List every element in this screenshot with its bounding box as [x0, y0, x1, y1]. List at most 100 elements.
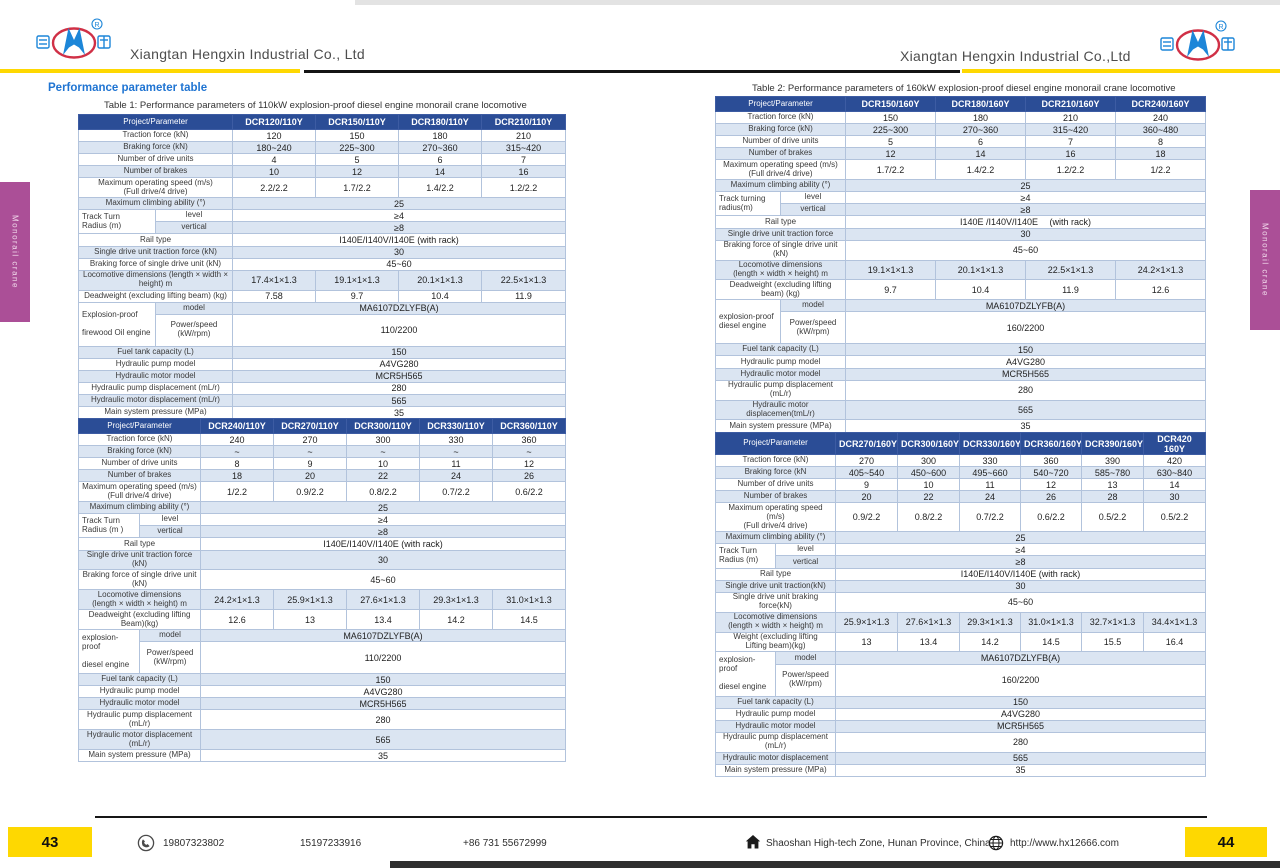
value-cell: 180~240	[232, 141, 316, 155]
param-label: Number of brakes	[715, 490, 836, 504]
value-cell: 29.3×1×1.3	[419, 589, 493, 611]
value-cell: ~	[492, 445, 566, 459]
sub-label: Power/speed (kW/rpm)	[155, 313, 233, 347]
table-row: Braking force of single drive unit (kN) 4…	[715, 239, 1206, 261]
value-cell: 210	[1025, 110, 1116, 125]
table-row: Hydraulic motor displacemen(tmL/r) 565	[715, 399, 1206, 421]
table-row: Maximum operating speed (m/s) (Full driv…	[715, 502, 1206, 533]
table-row: Maximum climbing ability (°) 25	[78, 501, 566, 515]
value-cell: 30	[835, 579, 1206, 593]
value-cell: 270	[835, 454, 898, 468]
param-label: Fuel tank capacity (L)	[715, 695, 836, 709]
value-cell: 240	[200, 432, 274, 447]
value-cell: 160/2200	[835, 663, 1206, 697]
value-cell: 540~720	[1020, 466, 1082, 480]
value-cell: 27.6×1×1.3	[897, 611, 960, 633]
value-cell: 12	[315, 165, 399, 179]
value-cell: 24	[419, 469, 493, 483]
sub-label: vertical	[775, 555, 836, 569]
side-tab-right: Monorail crane	[1250, 190, 1280, 330]
model-header: DCR360/160Y	[1020, 431, 1082, 456]
group-label: Explosion-proof firewood Oil engine	[78, 301, 156, 347]
value-cell: 24.2×1×1.3	[1115, 259, 1206, 281]
table-row: Hydraulic pump model A4VG280	[78, 357, 566, 371]
param-label: Deadweight (excluding lifting beam) (kg)	[715, 279, 846, 301]
sub-label: Power/speed (kW/rpm)	[139, 641, 201, 675]
table-row: vertical ≥8	[716, 555, 1206, 569]
value-cell: 300	[897, 454, 960, 468]
param-label: Fuel tank capacity (L)	[715, 343, 846, 357]
value-cell: 28	[1081, 490, 1144, 504]
table1-section2: Project/Parameter DCR240/110Y DCR270/110Y D…	[78, 418, 566, 763]
param-label: Weight (excluding lifting Lifting beam)(…	[715, 631, 836, 653]
table-row: vertical ≥8	[716, 203, 1206, 217]
website-link[interactable]: http://www.hx12666.com	[1010, 838, 1119, 849]
table-row: Maximum operating speed (m/s) (Full driv…	[78, 481, 566, 503]
model-header: DCR180/110Y	[398, 114, 482, 130]
param-label: Maximum climbing ability (°)	[78, 501, 201, 515]
value-cell: ≥8	[845, 203, 1206, 217]
value-cell: 300	[346, 432, 420, 447]
value-cell: 16	[481, 165, 566, 179]
table-row: Braking force (kN) 180~240 225~300 270~360 3…	[78, 141, 566, 155]
param-label: Number of brakes	[78, 165, 233, 179]
value-cell: 6	[398, 153, 482, 167]
param-label: Maximum climbing ability (°)	[715, 179, 846, 193]
value-cell: ≥8	[232, 221, 566, 235]
value-cell: 360	[1020, 454, 1082, 468]
side-tab-right-label: Monorail crane	[1260, 223, 1270, 297]
value-cell: ≥4	[835, 543, 1206, 557]
value-cell: 270	[273, 432, 347, 447]
footer-phone-1: 19807323802	[163, 838, 225, 849]
value-cell: 150	[845, 343, 1206, 357]
value-cell: 0.9/2.2	[835, 502, 898, 533]
value-cell: 0.5/2.2	[1081, 502, 1144, 533]
value-cell: 1/2.2	[1115, 159, 1206, 181]
phone-icon	[137, 834, 155, 857]
param-label: Braking force of single drive unit (kN)	[78, 569, 201, 591]
param-label: Traction force (kN)	[78, 432, 201, 447]
table-row: Track Turn Radius (m ) level ≥4	[78, 513, 566, 539]
param-label: Rail type	[78, 233, 233, 247]
value-cell: 2.2/2.2	[232, 177, 316, 199]
table-row: Braking force (kN) ~ ~ ~ ~ ~	[78, 445, 566, 459]
value-cell: 31.0×1×1.3	[492, 589, 566, 611]
value-cell: 12.6	[200, 609, 274, 631]
group-label: Track Turn Radius (m )	[78, 513, 140, 539]
table-row: Track turning radius(m) level ≥4	[715, 191, 1206, 217]
group-label: Track Turn Radius (m)	[715, 543, 776, 569]
table-row: Maximum climbing ability (°) 25	[715, 531, 1206, 545]
footer-website[interactable]: http://www.hx12666.com	[1010, 838, 1119, 849]
value-cell: I140E/I140V/I140E (with rack)	[835, 567, 1206, 581]
value-cell: 5	[315, 153, 399, 167]
value-cell: 420	[1143, 454, 1206, 468]
value-cell: 1.4/2.2	[398, 177, 482, 199]
footer-rule	[95, 816, 1207, 818]
param-label: Hydraulic pump displacement (mL/r)	[715, 731, 836, 753]
value-cell: 30	[232, 245, 566, 259]
sub-label: level	[139, 513, 201, 527]
value-cell: A4VG280	[232, 357, 566, 371]
table-row: Rail type I140E /I140V/I140E (with rack)	[715, 215, 1206, 229]
model-header: DCR180/160Y	[935, 96, 1026, 112]
value-cell: ≥8	[200, 525, 566, 539]
table-row: Single drive unit traction force (kN) 30	[78, 549, 566, 571]
table-row: Hydraulic pump model A4VG280	[715, 707, 1206, 721]
company-logo-left: R	[34, 16, 116, 71]
value-cell: 150	[232, 345, 566, 359]
param-header: Project/Parameter	[78, 114, 233, 130]
table-row: Main system pressure (MPa) 35	[715, 763, 1206, 777]
table-row: Number of brakes 20 22 24 26 28 30	[715, 490, 1206, 504]
model-header: DCR360/110Y	[492, 418, 566, 434]
table-row: explosion-proof diesel engine model MA6107…	[78, 629, 566, 675]
table-row: Weight (excluding lifting Lifting beam)(…	[715, 631, 1206, 653]
value-cell: 315~420	[1025, 123, 1116, 137]
param-label: Traction force (kN)	[715, 454, 836, 468]
value-cell: 14	[398, 165, 482, 179]
value-cell: 11	[959, 478, 1021, 492]
parameter-table: Project/Parameter DCR150/160Y DCR180/160Y D…	[715, 96, 1206, 433]
value-cell: 8	[1115, 135, 1206, 149]
param-label: Rail type	[715, 215, 846, 229]
value-cell: 240	[1115, 110, 1206, 125]
param-label: Number of drive units	[78, 457, 201, 471]
